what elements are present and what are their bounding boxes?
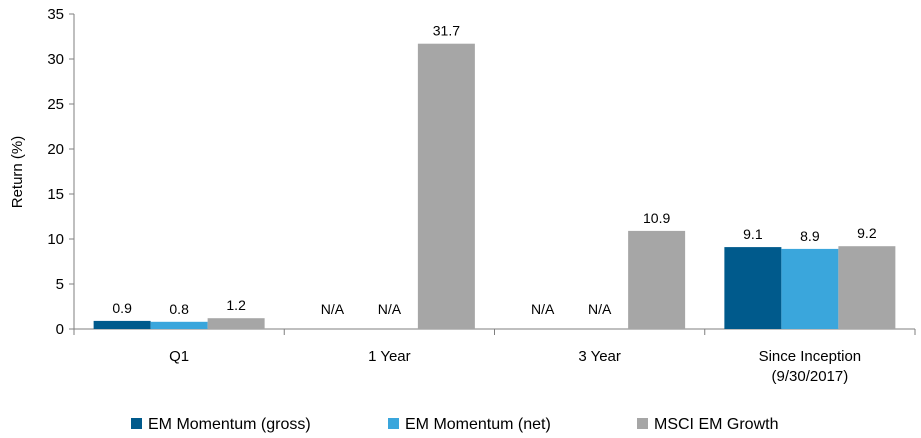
category-label: (9/30/2017) — [772, 368, 849, 385]
bar — [724, 247, 782, 329]
bar — [838, 246, 896, 329]
bar — [417, 43, 475, 329]
data-labels-group: 0.9 0.8 1.2 N/A N/A 31.7 N/A N/A 10.9 9.1 8.9 9.2 — [112, 23, 876, 317]
y-tick-label: 0 — [56, 321, 64, 338]
data-label: 1.2 — [226, 297, 246, 313]
legend: EM Momentum (gross) EM Momentum (net) MSCI… — [131, 416, 778, 433]
y-tick-label: 30 — [47, 51, 64, 68]
legend-swatch — [131, 418, 142, 429]
data-label: 9.2 — [857, 225, 877, 241]
y-tick-label: 5 — [56, 276, 64, 293]
bars-group — [93, 43, 896, 329]
data-label: 9.1 — [743, 226, 763, 242]
bar — [628, 230, 686, 329]
legend-label: MSCI EM Growth — [654, 416, 778, 433]
data-label: 8.9 — [800, 228, 820, 244]
category-label: Since Inception — [759, 348, 862, 365]
data-label: N/A — [531, 301, 555, 317]
bar — [150, 321, 208, 329]
data-label: 31.7 — [433, 23, 460, 39]
y-tick-label: 25 — [47, 96, 64, 113]
bar — [781, 248, 839, 329]
x-axis — [73, 328, 916, 335]
y-tick-label: 10 — [47, 231, 64, 248]
y-axis-title: Return (%) — [9, 136, 26, 209]
legend-swatch — [637, 418, 648, 429]
y-axis: 0 5 10 15 20 25 30 35 — [47, 6, 75, 338]
y-tick-label: 35 — [47, 6, 64, 23]
bar — [207, 318, 265, 329]
category-label: 1 Year — [368, 348, 411, 365]
legend-swatch — [388, 418, 399, 429]
data-label: N/A — [321, 301, 345, 317]
data-label: N/A — [378, 301, 402, 317]
category-label: Q1 — [169, 348, 189, 365]
y-tick-label: 20 — [47, 141, 64, 158]
legend-label: EM Momentum (net) — [405, 416, 551, 433]
data-label: 0.9 — [112, 300, 132, 316]
category-label: 3 Year — [578, 348, 621, 365]
data-label: 10.9 — [643, 210, 670, 226]
data-label: N/A — [588, 301, 612, 317]
category-labels-group: Q1 1 Year 3 Year Since Inception (9/30/2017) — [169, 348, 861, 385]
bar — [93, 320, 151, 329]
y-tick-label: 15 — [47, 186, 64, 203]
legend-label: EM Momentum (gross) — [148, 416, 311, 433]
data-label: 0.8 — [169, 301, 189, 317]
